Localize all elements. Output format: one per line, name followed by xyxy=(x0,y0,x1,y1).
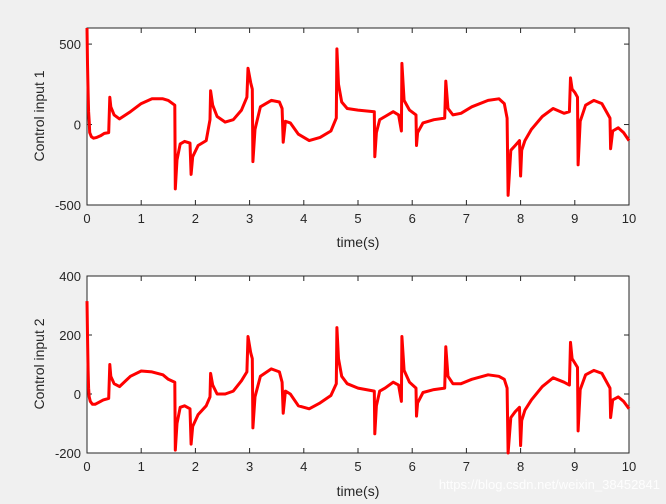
y-tick-label: 500 xyxy=(59,37,81,52)
x-axis-label: time(s) xyxy=(337,483,380,499)
x-tick-label: 2 xyxy=(192,459,199,474)
x-tick-label: 0 xyxy=(83,459,90,474)
y-tick-label: -200 xyxy=(55,446,81,461)
y-tick-label: 400 xyxy=(59,269,81,284)
x-tick-label: 8 xyxy=(517,211,524,226)
x-tick-label: 5 xyxy=(354,211,361,226)
series-line xyxy=(85,27,631,197)
x-tick-label: 5 xyxy=(354,459,361,474)
y-tick-label: 200 xyxy=(59,328,81,343)
y-axis-label: Control input 1 xyxy=(31,70,47,161)
series-line xyxy=(85,301,631,455)
x-tick-label: 0 xyxy=(83,211,90,226)
x-tick-label: 8 xyxy=(517,459,524,474)
x-axis-label: time(s) xyxy=(337,234,380,250)
x-tick-label: 4 xyxy=(300,211,307,226)
x-tick-label: 3 xyxy=(246,211,253,226)
x-tick-label: 1 xyxy=(138,211,145,226)
x-tick-label: 6 xyxy=(409,211,416,226)
x-axis: 0 1 2 3 4 5 6 7 8 9 10 xyxy=(83,276,636,474)
x-tick-label: 6 xyxy=(409,459,416,474)
x-tick-label: 4 xyxy=(300,459,307,474)
plot-area xyxy=(86,275,630,454)
x-tick-label: 9 xyxy=(571,211,578,226)
x-tick-label: 7 xyxy=(463,211,470,226)
x-tick-label: 7 xyxy=(463,459,470,474)
y-axis: -500 0 500 xyxy=(55,37,629,213)
y-tick-label: -500 xyxy=(55,198,81,213)
x-tick-label: 10 xyxy=(622,459,636,474)
x-tick-label: 10 xyxy=(622,211,636,226)
y-tick-label: 0 xyxy=(74,118,81,133)
y-axis: -200 0 200 400 xyxy=(55,269,629,461)
watermark-text: https://blog.csdn.net/weixin_38452841 xyxy=(439,477,660,492)
x-tick-label: 3 xyxy=(246,459,253,474)
x-axis: 0 1 2 3 4 5 6 7 8 9 10 xyxy=(83,28,636,226)
x-tick-label: 2 xyxy=(192,211,199,226)
x-tick-label: 1 xyxy=(138,459,145,474)
x-tick-label: 9 xyxy=(571,459,578,474)
plot-area xyxy=(86,27,630,206)
y-axis-label: Control input 2 xyxy=(31,318,47,409)
y-tick-label: 0 xyxy=(74,387,81,402)
